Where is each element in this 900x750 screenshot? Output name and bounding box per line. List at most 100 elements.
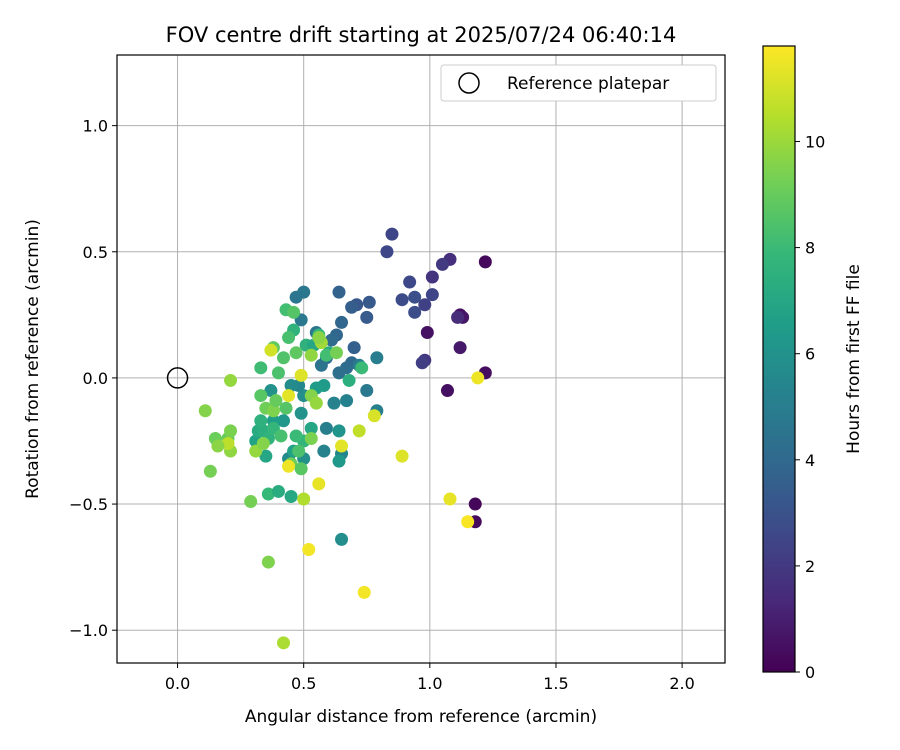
data-point — [271, 366, 285, 380]
data-point — [259, 449, 273, 463]
data-point — [408, 305, 422, 319]
data-point — [211, 439, 225, 453]
data-point — [327, 396, 341, 410]
data-point — [312, 331, 326, 345]
data-point — [347, 341, 361, 355]
data-point — [329, 346, 343, 360]
data-point — [261, 487, 275, 501]
y-tick-label: −0.5 — [69, 495, 108, 514]
colorbar-ticks: 0 2 4 6 8 10 — [795, 132, 825, 682]
data-point — [279, 401, 293, 415]
colorbar: 0 2 4 6 8 10 Hours from first FF file — [762, 45, 864, 682]
y-axis-label: Rotation from reference (arcmin) — [23, 219, 43, 499]
colorbar-tick-label: 0 — [805, 663, 815, 682]
data-point — [367, 409, 381, 423]
data-point — [221, 437, 235, 451]
data-point — [203, 464, 217, 478]
data-point — [314, 358, 328, 372]
data-point — [277, 414, 291, 428]
data-point — [244, 495, 258, 509]
legend-marker-icon — [458, 72, 480, 94]
x-tick-label: 2.0 — [669, 674, 694, 693]
x-tick-label: 1.0 — [417, 674, 442, 693]
data-point — [224, 424, 238, 438]
data-point — [264, 384, 278, 398]
data-point — [478, 255, 492, 269]
data-point — [461, 515, 475, 529]
data-point — [282, 459, 296, 473]
data-point — [408, 290, 422, 304]
data-points — [198, 227, 492, 650]
data-point — [284, 489, 298, 503]
data-point — [335, 439, 349, 453]
data-point — [471, 371, 485, 385]
data-point — [385, 227, 399, 241]
reference-marker — [166, 367, 189, 389]
data-point — [277, 636, 291, 650]
data-point — [332, 285, 346, 299]
data-point — [332, 424, 346, 438]
data-point — [282, 389, 296, 403]
chart-title: FOV centre drift starting at 2025/07/24 … — [166, 23, 677, 47]
colorbar-tick-label: 4 — [805, 451, 815, 470]
data-point — [294, 368, 308, 382]
data-point — [443, 492, 457, 506]
data-point — [312, 477, 326, 491]
data-point — [287, 305, 301, 319]
data-point — [319, 421, 333, 435]
legend: Reference platepar — [440, 64, 717, 102]
data-point — [266, 404, 280, 418]
data-point — [342, 373, 356, 387]
y-tick-label: −1.0 — [69, 621, 108, 640]
x-tick-label: 1.5 — [543, 674, 568, 693]
y-tick-label: 0.0 — [83, 369, 108, 388]
colorbar-label: Hours from first FF file — [844, 264, 864, 454]
data-point — [440, 384, 454, 398]
x-tick-label: 0.0 — [165, 674, 190, 693]
data-point — [468, 497, 482, 511]
data-point — [335, 532, 349, 546]
data-point — [345, 300, 359, 314]
data-point — [309, 396, 323, 410]
data-point — [360, 384, 374, 398]
data-point — [317, 444, 331, 458]
data-point — [289, 346, 303, 360]
data-point — [277, 351, 291, 365]
data-point — [418, 298, 432, 312]
data-point — [254, 361, 268, 375]
data-point — [425, 288, 439, 302]
data-point — [352, 424, 366, 438]
data-point — [332, 366, 346, 380]
data-point — [294, 462, 308, 476]
grid-lines — [117, 55, 725, 663]
data-point — [254, 389, 268, 403]
plot-frame — [116, 54, 726, 664]
data-point — [395, 449, 409, 463]
data-point — [274, 429, 288, 443]
x-tick-label: 0.5 — [291, 674, 316, 693]
colorbar-tick-label: 6 — [805, 345, 815, 364]
data-point — [340, 394, 354, 408]
data-point — [254, 414, 268, 428]
data-point — [304, 431, 318, 445]
data-point — [360, 310, 374, 324]
y-tick-label: 1.0 — [83, 117, 108, 136]
data-point — [264, 343, 278, 357]
data-point — [370, 351, 384, 365]
data-point — [224, 373, 238, 387]
data-point — [425, 270, 439, 284]
data-point — [271, 484, 285, 498]
data-point — [302, 542, 316, 556]
data-point — [380, 245, 394, 259]
data-point — [420, 326, 434, 340]
colorbar-tick-label: 2 — [805, 557, 815, 576]
data-point — [304, 348, 318, 362]
data-point — [289, 429, 303, 443]
data-point — [453, 341, 467, 355]
data-point — [451, 310, 465, 324]
x-axis-label: Angular distance from reference (arcmin) — [245, 707, 597, 727]
data-point — [319, 348, 333, 362]
data-point — [292, 444, 306, 458]
data-point — [357, 585, 371, 599]
